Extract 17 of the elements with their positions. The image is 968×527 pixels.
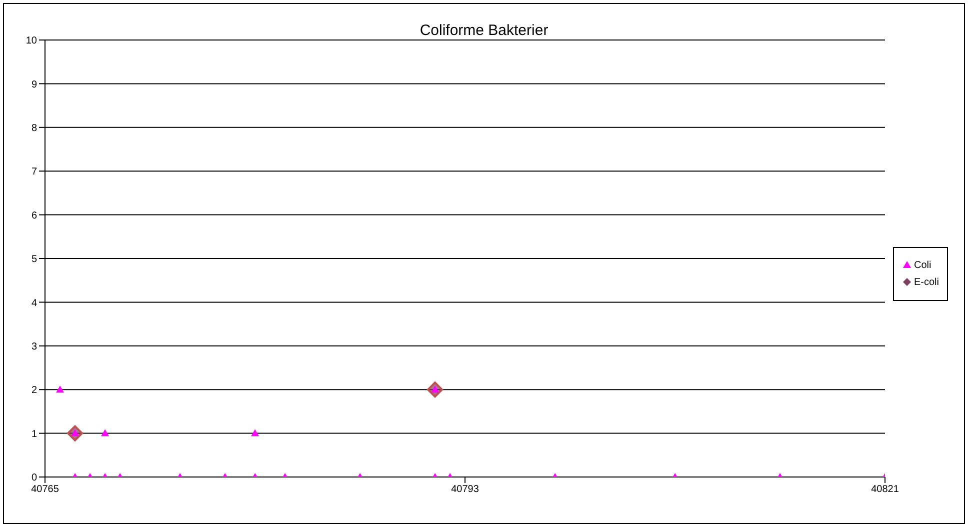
y-tick-label: 8 [31,122,38,134]
y-tick-label: 9 [31,79,38,90]
x-tick-label: 40821 [871,484,900,496]
y-tick-label: 7 [31,166,38,178]
y-tick-label: 4 [31,298,38,309]
x-tick-label: 40765 [31,484,60,496]
chart-title: Coliforme Bakterier [420,22,548,39]
y-tick-label: 1 [31,428,38,440]
y-tick-label: 0 [31,472,38,484]
y-tick-label: 2 [31,385,38,396]
y-tick-label: 6 [31,210,38,222]
x-tick-label: 40793 [451,484,480,496]
y-tick-label: 5 [31,254,38,266]
legend-label: E-coli [914,276,939,288]
legend-label: Coli [914,260,932,270]
y-tick-label: 10 [26,36,38,47]
y-tick-label: 3 [31,341,38,352]
